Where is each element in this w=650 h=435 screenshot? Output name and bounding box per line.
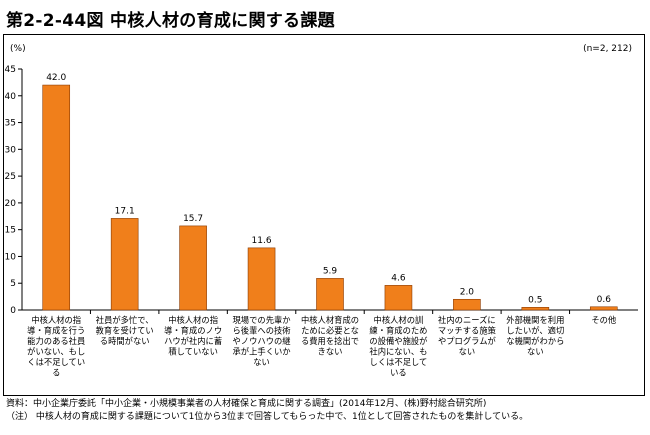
category-label: 積していない [168, 347, 218, 357]
category-label: がいない、もし [27, 347, 85, 357]
data-label: 15.7 [183, 214, 203, 224]
y-tick-label: 20 [5, 199, 17, 209]
y-tick-label: 0 [10, 306, 16, 316]
category-label: 承が上手くいか [233, 347, 291, 357]
category-label: ない [459, 347, 476, 357]
bar [521, 307, 550, 311]
data-label: 42.0 [46, 73, 66, 83]
bar [247, 247, 276, 311]
category-label: 現場での先輩か [233, 315, 291, 325]
category-label: したいが、適切 [506, 326, 564, 336]
data-label: 4.6 [391, 273, 406, 283]
category-label: 中核人材の訓 [374, 315, 424, 325]
category-label: 教育を受けてい [96, 326, 154, 336]
category-label: しくは不足して [370, 357, 428, 367]
category-label: ない [527, 347, 544, 357]
category-label: マッチする施策 [438, 326, 497, 336]
category-label: る費用を捻出で [301, 336, 359, 346]
category-label: の設備や施設が [369, 336, 428, 346]
y-tick-label: 10 [5, 252, 17, 262]
category-label: きない [318, 347, 343, 357]
category-label: 社内にない、も [369, 347, 427, 357]
category-label: 中核人材の指 [31, 315, 81, 325]
category-label: ない [253, 357, 270, 367]
footer: 資料：中小企業庁委託「中小企業・小規模事業者の人材確保と育成に関する調査」(20… [6, 398, 528, 424]
data-label: 11.6 [252, 236, 272, 246]
data-label: 0.6 [597, 295, 612, 305]
source-note: 資料：中小企業庁委託「中小企業・小規模事業者の人材確保と育成に関する調査」(20… [6, 399, 487, 409]
y-tick-label: 15 [5, 226, 16, 236]
bar [589, 306, 618, 311]
category-label: 外部機関を利用 [506, 315, 564, 325]
category-label: ら後輩への技術 [233, 326, 291, 336]
category-label: 社内のニーズに [438, 315, 496, 325]
category-label: いる [390, 368, 407, 378]
category-label: な機関がわから [506, 336, 564, 346]
y-tick-label: 30 [5, 145, 17, 155]
category-label: る [52, 368, 60, 378]
category-label: やプログラムが [438, 336, 497, 346]
footnote: （注） 中核人材の育成に関する課題について1位から3位まで回答してもらった中で、… [6, 412, 529, 422]
y-tick-label: 45 [5, 65, 16, 75]
data-label: 2.0 [460, 287, 475, 297]
category-label: やノウハウの継 [233, 336, 291, 346]
category-label: 能力のある社員 [27, 336, 85, 346]
category-label: 中核人材育成の [301, 315, 359, 325]
bar [42, 84, 71, 311]
category-label: ハウが社内に蓄 [164, 336, 222, 346]
category-label: 練・育成のため [369, 326, 427, 336]
bar [110, 218, 139, 311]
y-tick-label: 25 [5, 172, 16, 182]
category-label: 導・育成のノウ [164, 326, 222, 336]
bar [453, 298, 481, 311]
category-label: くは不足してい [27, 357, 85, 367]
category-label: ために必要とな [301, 326, 359, 336]
sample-size-note: (n=2, 212) [583, 44, 632, 54]
category-label: 社員が多忙で、 [96, 315, 154, 325]
chart-title: 第2-2-44図 中核人材の育成に関する課題 [6, 11, 335, 31]
category-label: その他 [591, 315, 616, 325]
category-label: る時間がない [100, 336, 150, 346]
data-label: 17.1 [115, 206, 135, 216]
y-axis-unit: (%) [10, 44, 26, 54]
data-label: 0.5 [528, 295, 542, 305]
y-tick-label: 40 [5, 92, 17, 102]
bar [384, 285, 413, 311]
bar [179, 225, 207, 311]
category-label: 導・育成を行う [27, 326, 85, 336]
chart-frame [3, 34, 645, 396]
bar [316, 278, 344, 311]
category-label: 中核人材の指 [168, 315, 218, 325]
data-label: 5.9 [323, 266, 338, 276]
y-tick-label: 5 [10, 279, 16, 289]
y-tick-label: 35 [5, 119, 16, 129]
